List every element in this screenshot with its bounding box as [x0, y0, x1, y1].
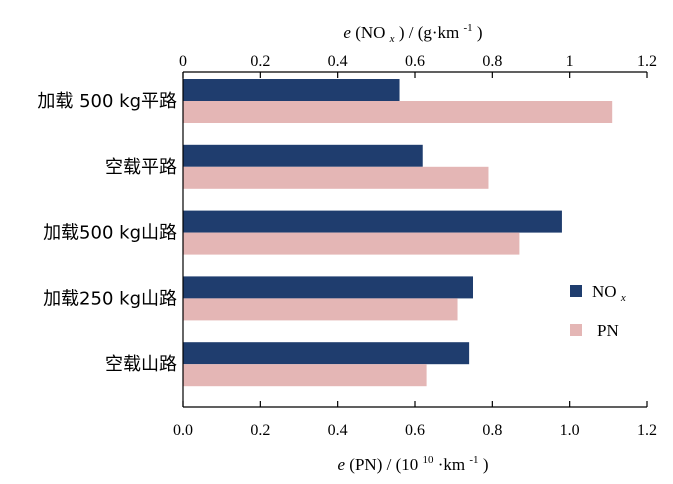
legend-swatch-nox — [570, 285, 582, 297]
bar-pn-1 — [183, 166, 489, 189]
bottom-axis-tick-label: 0.2 — [250, 422, 270, 439]
top-axis-tick-label: 1 — [566, 53, 574, 70]
axes-group: 0 0.2 0.4 0.6 0.8 1 1.2 0.0 0.2 0.4 0.6 0.8 1.0 1.2 — [173, 53, 657, 439]
bar-nox-0 — [183, 79, 400, 101]
top-axis-tick-label: 0.6 — [405, 53, 425, 70]
legend-label-nox: NO x — [592, 282, 626, 304]
bar-nox-3 — [183, 276, 473, 299]
legend-label-pn: PN — [597, 321, 619, 340]
category-label: 加载500 kg山路 — [43, 223, 177, 244]
bar-nox-4 — [183, 342, 470, 365]
bottom-axis-tick-label: 0.0 — [173, 422, 193, 439]
bar-pn-2 — [183, 232, 520, 255]
legend-swatch-pn — [570, 324, 582, 336]
bar-nox-2 — [183, 210, 562, 233]
top-axis-tick-label: 0.4 — [328, 53, 348, 70]
legend: NO x PN — [570, 282, 626, 340]
bottom-axis-title: e (PN) / (10 10 ·km -1 ) — [338, 448, 489, 474]
bar-nox-1 — [183, 144, 423, 167]
bottom-axis-tick-label: 1.0 — [560, 422, 580, 439]
bottom-axis-tick-label: 0.6 — [405, 422, 425, 439]
bars-group — [183, 79, 613, 387]
top-axis-tick-label: 0 — [179, 53, 187, 70]
bar-pn-3 — [183, 298, 458, 321]
bottom-axis-tick-label: 0.8 — [482, 422, 502, 439]
bar-pn-4 — [183, 364, 427, 387]
category-label: 空载平路 — [105, 157, 177, 178]
bottom-axis-tick-label: 0.4 — [328, 422, 348, 439]
category-label: 空载山路 — [105, 354, 177, 375]
top-axis-tick-label: 0.8 — [482, 53, 502, 70]
bottom-axis-tick-label: 1.2 — [637, 422, 657, 439]
category-label: 加载250 kg山路 — [43, 288, 177, 309]
top-axis-tick-label: 0.2 — [250, 53, 270, 70]
category-label: 加载 500 kg平路 — [37, 91, 177, 112]
top-axis-title: e (NO x ) / (g·km -1 ) — [343, 16, 482, 46]
top-axis-tick-label: 1.2 — [637, 53, 657, 70]
bar-pn-0 — [183, 101, 613, 123]
